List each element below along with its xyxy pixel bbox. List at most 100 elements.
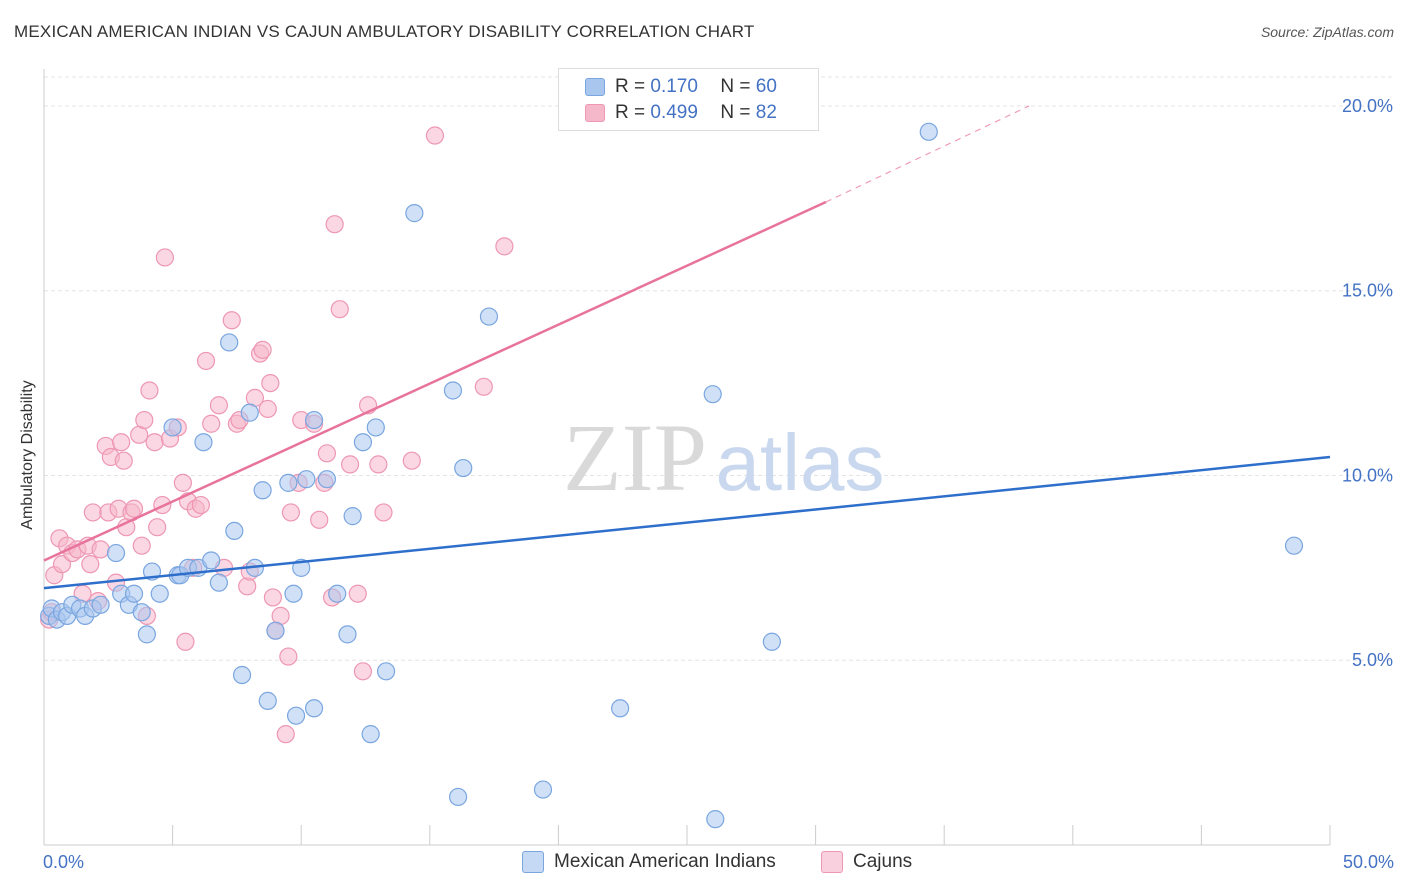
data-point (366, 418, 385, 437)
y-tick-label: 20.0% (1342, 96, 1393, 116)
trend-line-mexican-american-indians (43, 455, 1331, 590)
data-point (353, 433, 373, 452)
data-point (310, 510, 329, 529)
data-point (297, 470, 316, 489)
data-point (374, 503, 393, 522)
series-cajuns (40, 126, 514, 744)
data-point (479, 307, 499, 326)
data-point (376, 662, 396, 681)
data-point (140, 381, 159, 400)
data-point (176, 632, 195, 651)
data-point (202, 551, 221, 570)
data-point (284, 584, 303, 603)
trend-lines (43, 105, 1331, 590)
data-point (1284, 536, 1304, 555)
data-point (343, 507, 362, 526)
data-point (276, 725, 295, 744)
y-tick-labels: 5.0% 10.0% 15.0% 20.0% (1342, 96, 1393, 670)
data-point (124, 584, 144, 603)
r-value: 0.499 (650, 102, 698, 123)
data-point (196, 351, 216, 371)
chart-title: MEXICAN AMERICAN INDIAN VS CAJUN AMBULAT… (14, 22, 755, 41)
watermark-atlas: atlas (716, 418, 885, 507)
data-point (495, 237, 514, 256)
source-credit: Source: ZipAtlas.com (1260, 24, 1394, 40)
blue-swatch (522, 851, 544, 873)
data-point (703, 385, 722, 404)
n-value: 82 (755, 102, 777, 123)
data-point (919, 122, 938, 141)
data-point (261, 373, 280, 393)
legend-item-mexican-american-indians: Mexican American Indians (522, 851, 776, 873)
series-legend: Mexican American Indians Cajuns (0, 851, 1406, 879)
watermark-zip: ZIP (563, 404, 707, 511)
legend-label: Cajuns (853, 851, 913, 872)
x-tick-min: 0.0% (43, 852, 85, 872)
data-point (317, 444, 337, 463)
data-point (405, 204, 424, 223)
data-point (112, 433, 131, 452)
trend-line-cajuns (43, 200, 827, 562)
data-point (317, 470, 337, 489)
legend-item-cajuns: Cajuns (821, 851, 912, 873)
data-point (338, 625, 357, 644)
data-point (150, 584, 169, 603)
data-point (443, 381, 463, 400)
data-point (222, 311, 241, 330)
data-point (348, 584, 367, 603)
data-point (232, 665, 252, 685)
data-point (474, 377, 493, 396)
correlation-legend: R = 0.170 N = 60 R = 0.499 N = 82 (558, 68, 819, 131)
data-point (328, 584, 347, 603)
data-point (124, 499, 144, 518)
pink-swatch (585, 104, 605, 122)
data-point (83, 503, 102, 522)
data-point (238, 577, 257, 596)
trend-line-cajuns-extension (825, 105, 1030, 203)
data-point (281, 503, 301, 522)
data-point (279, 647, 298, 666)
data-point (304, 699, 324, 718)
data-point (533, 780, 553, 799)
data-point (81, 555, 100, 574)
data-point (145, 433, 164, 452)
data-point (202, 414, 221, 433)
data-point (191, 495, 210, 515)
data-point (402, 451, 421, 470)
data-point (137, 625, 156, 644)
data-point (114, 451, 133, 470)
y-tick-label: 5.0% (1352, 650, 1393, 670)
data-point (448, 787, 468, 807)
data-point (611, 699, 630, 718)
data-point (106, 543, 126, 563)
x-tick-max: 50.0% (1342, 852, 1394, 872)
data-point (148, 518, 167, 537)
data-point (240, 403, 259, 422)
data-point (225, 521, 244, 541)
series-mexican-american-indians (40, 122, 1304, 829)
watermark: ZIP atlas (563, 404, 884, 511)
data-point (340, 455, 360, 474)
data-point (369, 455, 388, 474)
data-point (762, 632, 781, 651)
r-label: R = (615, 102, 646, 123)
data-point (52, 555, 72, 574)
r-label: R = (615, 76, 646, 97)
y-tick-label: 15.0% (1342, 281, 1393, 301)
data-point (425, 126, 445, 145)
n-label: N = (720, 102, 751, 123)
n-label: N = (720, 76, 751, 97)
data-point (132, 603, 151, 622)
data-point (135, 410, 154, 430)
legend-label: Mexican American Indians (554, 851, 776, 872)
data-point (220, 333, 239, 352)
r-value: 0.170 (650, 76, 698, 97)
data-point (173, 473, 192, 492)
data-point (194, 433, 213, 452)
data-point (361, 725, 380, 744)
data-point (253, 481, 272, 500)
data-point (279, 473, 298, 492)
data-point (163, 418, 182, 437)
data-point (454, 458, 473, 478)
legend-row-cajuns: R = 0.499 N = 82 (585, 101, 777, 125)
